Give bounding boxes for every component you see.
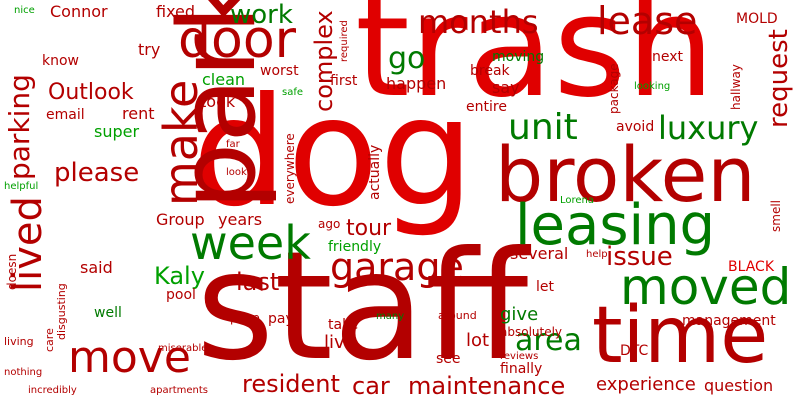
word-moved: moved bbox=[620, 258, 792, 316]
word-say: say bbox=[492, 78, 520, 97]
word-avoid: avoid bbox=[616, 119, 655, 135]
word-ago: ago bbox=[318, 217, 341, 231]
word-reviews: reviews bbox=[500, 351, 539, 362]
word-said: said bbox=[80, 258, 113, 277]
word-far: far bbox=[226, 139, 240, 150]
word-connor: Connor bbox=[50, 2, 108, 21]
word-leasing: leasing bbox=[515, 193, 716, 258]
word-staff: staff bbox=[196, 220, 529, 394]
word-parking: parking bbox=[3, 74, 36, 180]
word-tour: tour bbox=[346, 216, 392, 241]
word-looking: looking bbox=[634, 81, 671, 92]
word-actually: actually bbox=[367, 144, 383, 200]
word-package: package bbox=[607, 63, 621, 114]
word-issue: issue bbox=[606, 242, 673, 272]
word-trash: trash bbox=[355, 0, 715, 129]
word-hallway: hallway bbox=[729, 64, 743, 110]
word-door: door bbox=[178, 10, 297, 70]
word-absolutely: absolutely bbox=[500, 325, 563, 339]
word-complex: complex bbox=[310, 10, 338, 112]
word-outlook: Outlook bbox=[48, 80, 134, 105]
word-dog: dog bbox=[192, 66, 475, 240]
word-several: several bbox=[510, 244, 569, 263]
word-let: let bbox=[536, 279, 554, 295]
word-email: email bbox=[46, 107, 85, 123]
word-apartments: apartments bbox=[150, 385, 208, 396]
word-nothing: nothing bbox=[4, 367, 43, 378]
word-mold: MOLD bbox=[736, 11, 778, 27]
word-luxury: luxury bbox=[658, 109, 759, 147]
word-care: care bbox=[43, 328, 56, 352]
word-area: area bbox=[515, 323, 582, 358]
word-worst: worst bbox=[260, 63, 299, 79]
word-many: many bbox=[376, 311, 405, 322]
word-finally: finally bbox=[500, 361, 543, 377]
word-know: know bbox=[42, 53, 79, 69]
word-safe: safe bbox=[282, 87, 304, 98]
word-years: years bbox=[218, 210, 263, 229]
word-clean: clean bbox=[202, 70, 246, 89]
word-doesn: doesn bbox=[5, 253, 19, 290]
word-lease: lease bbox=[597, 0, 698, 43]
word-broken: broken bbox=[495, 130, 756, 219]
word-break: break bbox=[470, 63, 510, 79]
word-lot: lot bbox=[466, 330, 490, 351]
word-rent: rent bbox=[122, 104, 155, 123]
word-give: give bbox=[500, 304, 539, 325]
word-work: work bbox=[230, 0, 293, 30]
word-around: around bbox=[438, 309, 477, 322]
word-took: took bbox=[200, 92, 236, 111]
word-miserable: miserable bbox=[158, 343, 208, 354]
word-friendly: friendly bbox=[328, 239, 382, 255]
word-look: look bbox=[226, 167, 247, 178]
word-required: required bbox=[339, 20, 350, 62]
word-please: please bbox=[54, 158, 140, 188]
word-pay: pay bbox=[268, 311, 294, 327]
word-incredibly: incredibly bbox=[28, 385, 77, 396]
word-see: see bbox=[436, 351, 461, 367]
word-management: management bbox=[682, 313, 776, 329]
word-happen: happen bbox=[386, 74, 447, 93]
word-week: week bbox=[190, 216, 311, 270]
word-group: Group bbox=[156, 210, 205, 229]
word-experience: experience bbox=[596, 374, 696, 395]
word-dtc: DTC bbox=[620, 343, 649, 359]
word-lorena: Lorena bbox=[560, 195, 595, 206]
word-fixed: fixed bbox=[156, 2, 196, 21]
word-next: next bbox=[652, 49, 684, 65]
word-maintenance: maintenance bbox=[408, 372, 566, 400]
word-make: make bbox=[154, 79, 208, 206]
word-last: last bbox=[236, 268, 280, 296]
word-everywhere: everywhere bbox=[283, 133, 297, 204]
word-well: well bbox=[94, 305, 122, 321]
word-poop: poop bbox=[230, 311, 260, 325]
word-request: request bbox=[764, 29, 794, 128]
word-resident: resident bbox=[242, 370, 340, 398]
word-nice: nice bbox=[14, 5, 35, 16]
word-living: living bbox=[4, 335, 34, 348]
word-unit: unit bbox=[508, 107, 578, 148]
word-entire: entire bbox=[466, 99, 507, 115]
word-black: BLACK bbox=[728, 259, 775, 275]
word-smell: smell bbox=[769, 200, 783, 232]
word-pool: pool bbox=[166, 287, 196, 303]
word-live: live bbox=[324, 332, 356, 353]
word-go: go bbox=[388, 41, 426, 76]
word-helpful: helpful bbox=[4, 181, 39, 192]
word-car: car bbox=[352, 372, 390, 400]
word-try: try bbox=[138, 40, 161, 59]
word-months: months bbox=[418, 3, 539, 41]
word-garage: garage bbox=[330, 245, 464, 289]
word-move: move bbox=[68, 332, 191, 383]
word-disgusting: disgusting bbox=[55, 283, 68, 340]
word-time: time bbox=[592, 291, 769, 381]
word-take: take bbox=[328, 317, 359, 333]
word-super: super bbox=[94, 122, 140, 141]
word-question: question bbox=[704, 376, 774, 395]
word-moving: moving bbox=[492, 49, 545, 65]
word-kaly: Kaly bbox=[154, 262, 205, 290]
word-help: help bbox=[586, 249, 608, 260]
word-first: first bbox=[330, 73, 358, 89]
